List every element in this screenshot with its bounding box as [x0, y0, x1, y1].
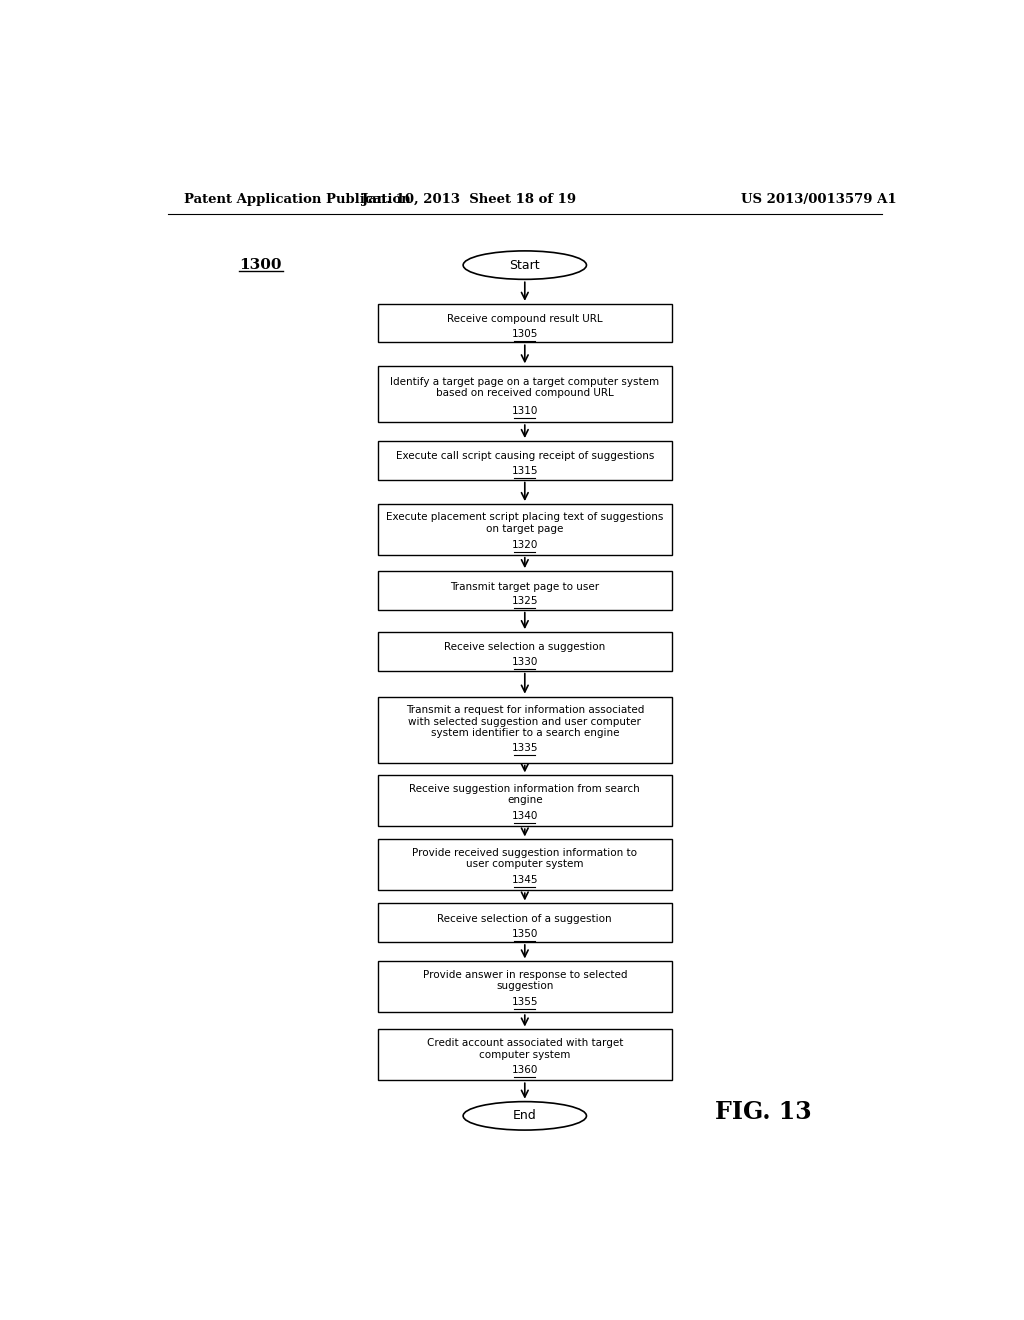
Text: Credit account associated with target
computer system: Credit account associated with target co…: [427, 1038, 623, 1060]
Text: Transmit target page to user: Transmit target page to user: [451, 582, 599, 591]
FancyBboxPatch shape: [378, 840, 672, 890]
Text: Transmit a request for information associated
with selected suggestion and user : Transmit a request for information assoc…: [406, 705, 644, 738]
Text: Receive suggestion information from search
engine: Receive suggestion information from sear…: [410, 784, 640, 805]
Text: FIG. 13: FIG. 13: [715, 1100, 811, 1123]
Text: 1305: 1305: [512, 329, 538, 339]
FancyBboxPatch shape: [378, 903, 672, 942]
FancyBboxPatch shape: [378, 697, 672, 763]
Ellipse shape: [463, 1102, 587, 1130]
Text: 1350: 1350: [512, 928, 538, 939]
Text: End: End: [513, 1109, 537, 1122]
FancyBboxPatch shape: [378, 504, 672, 554]
Text: Start: Start: [510, 259, 540, 272]
FancyBboxPatch shape: [378, 366, 672, 422]
FancyBboxPatch shape: [378, 304, 672, 342]
Text: Receive selection of a suggestion: Receive selection of a suggestion: [437, 913, 612, 924]
Text: 1300: 1300: [240, 259, 282, 272]
Text: Execute placement script placing text of suggestions
on target page: Execute placement script placing text of…: [386, 512, 664, 535]
FancyBboxPatch shape: [378, 572, 672, 610]
Text: US 2013/0013579 A1: US 2013/0013579 A1: [740, 193, 896, 206]
Text: 1340: 1340: [512, 810, 538, 821]
Text: 1360: 1360: [512, 1065, 538, 1074]
FancyBboxPatch shape: [378, 441, 672, 479]
Ellipse shape: [463, 251, 587, 280]
Text: Jan. 10, 2013  Sheet 18 of 19: Jan. 10, 2013 Sheet 18 of 19: [362, 193, 577, 206]
Text: Identify a target page on a target computer system
based on received compound UR: Identify a target page on a target compu…: [390, 376, 659, 399]
Text: 1335: 1335: [512, 743, 538, 754]
Text: Receive compound result URL: Receive compound result URL: [447, 314, 602, 325]
Text: Provide received suggestion information to
user computer system: Provide received suggestion information …: [413, 847, 637, 870]
Text: Patent Application Publication: Patent Application Publication: [183, 193, 411, 206]
Text: Execute call script causing receipt of suggestions: Execute call script causing receipt of s…: [395, 451, 654, 462]
FancyBboxPatch shape: [378, 961, 672, 1012]
Text: 1345: 1345: [512, 875, 538, 884]
Text: 1325: 1325: [512, 597, 538, 606]
Text: 1315: 1315: [512, 466, 538, 477]
Text: Provide answer in response to selected
suggestion: Provide answer in response to selected s…: [423, 970, 627, 991]
Text: 1320: 1320: [512, 540, 538, 549]
Text: 1330: 1330: [512, 657, 538, 667]
FancyBboxPatch shape: [378, 775, 672, 826]
Text: 1310: 1310: [512, 407, 538, 416]
FancyBboxPatch shape: [378, 1030, 672, 1080]
Text: 1355: 1355: [512, 997, 538, 1007]
FancyBboxPatch shape: [378, 632, 672, 671]
Text: Receive selection a suggestion: Receive selection a suggestion: [444, 643, 605, 652]
